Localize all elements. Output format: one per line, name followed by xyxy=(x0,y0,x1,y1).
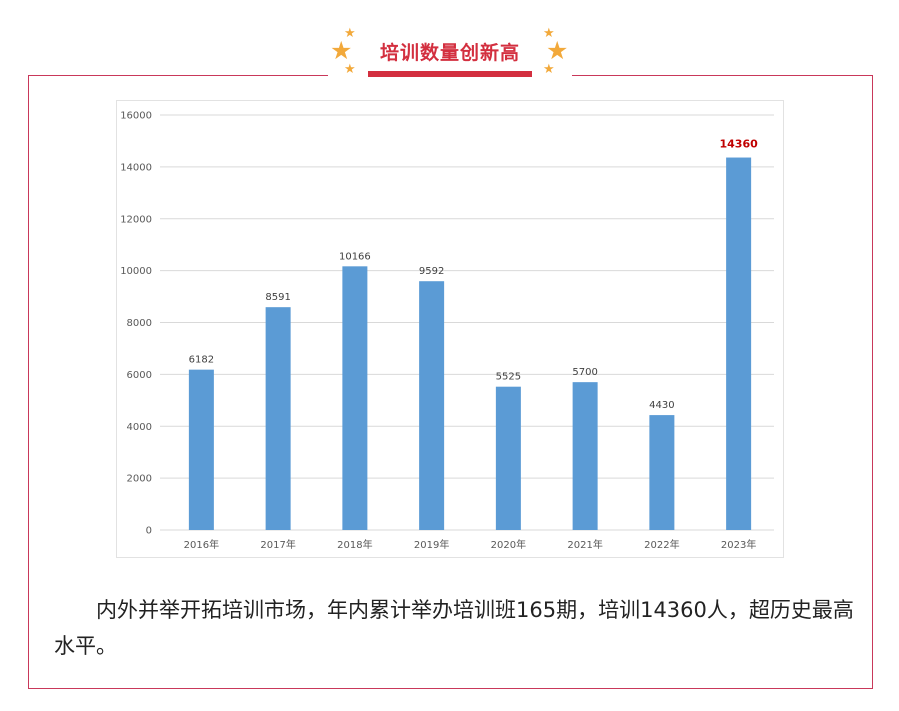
chart-svg: 0 2000 4000 6000 8000 10000 12000 14000 16000 618… xyxy=(120,111,774,551)
data-label: 6182 xyxy=(189,355,214,366)
star-icon: ★ xyxy=(344,62,356,77)
data-label: 8591 xyxy=(265,292,290,303)
star-icon: ★ xyxy=(546,36,569,65)
section-title: 培训数量创新高 xyxy=(379,42,520,64)
x-tick-label: 2023年 xyxy=(721,538,756,551)
x-tick-label: 2017年 xyxy=(260,538,295,551)
data-label: 9592 xyxy=(419,266,444,277)
y-tick-label: 8000 xyxy=(127,318,152,329)
y-tick-label: 12000 xyxy=(120,214,152,225)
bar-chart: 0 2000 4000 6000 8000 10000 12000 14000 16000 618… xyxy=(116,100,784,558)
x-tick-label: 2022年 xyxy=(644,538,679,551)
bar xyxy=(572,382,598,530)
star-icon: ★ xyxy=(330,36,353,65)
y-tick-label: 6000 xyxy=(127,370,152,381)
y-tick-label: 14000 xyxy=(120,162,152,173)
x-tick-label: 2016年 xyxy=(184,538,219,551)
data-label: 4430 xyxy=(649,400,674,411)
bar xyxy=(649,415,675,530)
data-label: 5525 xyxy=(496,372,521,383)
bar xyxy=(495,386,521,530)
bar xyxy=(419,281,445,530)
bar xyxy=(342,266,368,530)
title-underline xyxy=(368,71,532,77)
bar xyxy=(726,157,752,530)
star-icon: ★ xyxy=(543,26,555,41)
data-label: 5700 xyxy=(572,367,597,378)
data-label: 14360 xyxy=(719,138,758,151)
x-tick-label: 2018年 xyxy=(337,538,372,551)
x-tick-label: 2019年 xyxy=(414,538,449,551)
summary-paragraph: 内外并举开拓培训市场，年内累计举办培训班165期，培训14360人，超历史最高水… xyxy=(54,598,854,658)
y-tick-label: 0 xyxy=(146,526,152,537)
y-tick-label: 16000 xyxy=(120,111,152,122)
x-tick-label: 2020年 xyxy=(491,538,526,551)
y-tick-label: 4000 xyxy=(127,422,152,433)
star-icon: ★ xyxy=(543,62,555,77)
y-tick-label: 10000 xyxy=(120,266,152,277)
data-label: 10166 xyxy=(339,251,371,262)
section-header: ★ ★ ★ ★ ★ ★ 培训数量创新高 xyxy=(328,22,572,82)
bar xyxy=(188,369,214,530)
x-tick-label: 2021年 xyxy=(567,538,602,551)
star-icon: ★ xyxy=(344,26,356,41)
y-tick-label: 2000 xyxy=(127,474,152,485)
bar xyxy=(265,307,291,530)
